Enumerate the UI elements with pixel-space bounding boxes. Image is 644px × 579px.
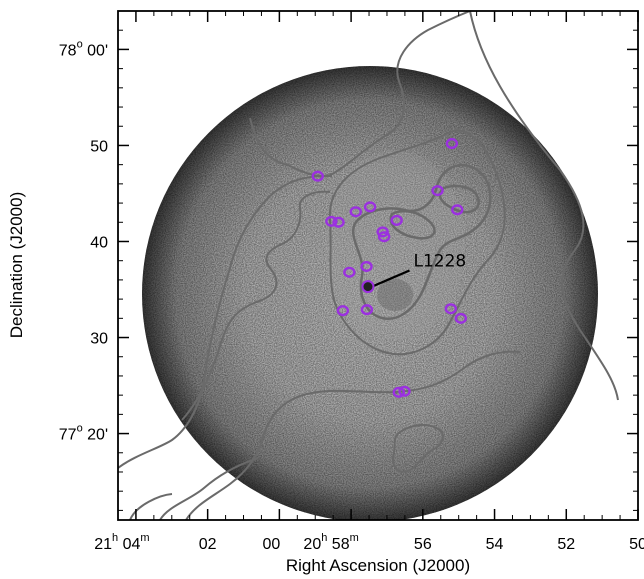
y-tick-label: 77o 20' [59, 423, 108, 444]
x-tick-label: 52 [557, 536, 575, 553]
source-ellipse [451, 204, 464, 216]
source-ellipse [325, 215, 338, 227]
source-ellipse [376, 226, 389, 238]
source-ellipse [336, 305, 350, 317]
annotation-label: L1228 [414, 252, 467, 272]
source-ellipse [444, 303, 457, 315]
source-ellipse [392, 386, 405, 398]
contour-outer-east [469, 11, 619, 401]
protostar-marker [361, 280, 375, 294]
source-ellipse [311, 170, 324, 182]
source-ellipse [343, 266, 356, 278]
source-ellipse [360, 260, 373, 272]
sky-image [142, 66, 598, 520]
y-tick-label: 40 [90, 234, 108, 251]
source-ellipse [390, 214, 403, 226]
contour-se-blob [392, 424, 444, 473]
contour-inner-west [181, 190, 331, 421]
x-tick-label: 50 [629, 536, 644, 553]
x-tick-label: 20h 58m [303, 532, 358, 553]
source-ellipse [363, 201, 377, 213]
y-tick-label: 78o 00' [59, 38, 108, 59]
y-tick-label: 30 [90, 331, 108, 348]
y-axis-label: Declination (J2000) [7, 192, 26, 338]
contour-middle [328, 129, 506, 356]
source-ellipse [454, 312, 468, 324]
source-ellipse [431, 185, 444, 197]
contour-west [118, 175, 333, 469]
x-tick-label: 02 [199, 536, 217, 553]
source-ellipse [349, 206, 362, 218]
x-tick-label: 56 [414, 536, 432, 553]
source-ellipse [377, 231, 391, 243]
cloud-core [325, 150, 465, 340]
contour-outer [249, 11, 471, 178]
annotation-pointer [371, 269, 410, 288]
dense-core [377, 279, 413, 311]
x-tick-label: 54 [486, 536, 504, 553]
source-ellipse [445, 138, 459, 150]
x-tick-label: 21h 04m [94, 532, 149, 553]
contour-south-lobe [129, 457, 259, 520]
tick-labels: 21h 04m 02 00 20h 58m 56 54 52 50 78o 00' 50 40 30 7… [59, 38, 644, 553]
source-ellipse [360, 304, 374, 316]
source-ellipse [398, 385, 411, 397]
contour-core [389, 184, 480, 240]
y-tick-label: 50 [90, 138, 108, 155]
x-axis-label: Right Ascension (J2000) [286, 556, 470, 575]
contours [118, 11, 619, 520]
source-marker-layer: L1228 [361, 252, 467, 294]
contour-inner [351, 164, 492, 321]
contour-south [185, 350, 521, 520]
x-tick-label: 00 [262, 536, 280, 553]
source-ellipse [332, 216, 345, 228]
plot-frame [117, 10, 639, 521]
axis-ticks [117, 10, 639, 520]
source-ellipses [311, 138, 468, 398]
sky-noise [142, 66, 598, 520]
